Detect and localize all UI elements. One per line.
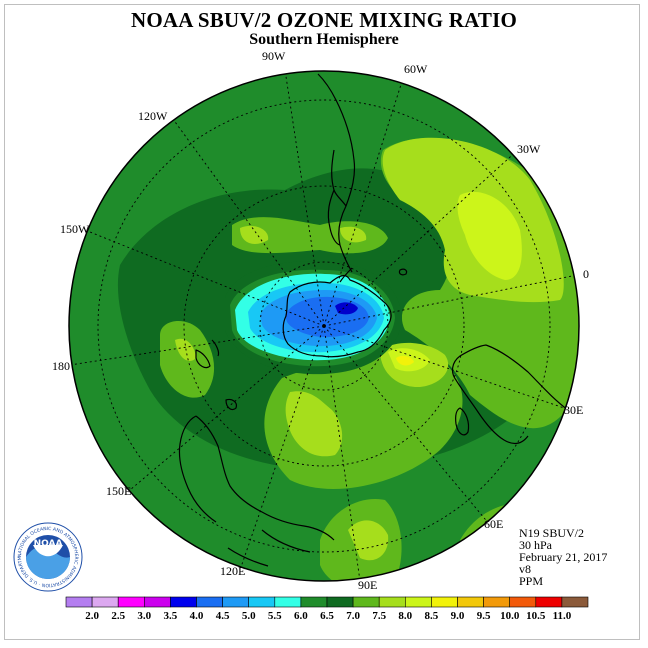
lon-label-60e: 60E xyxy=(484,517,503,531)
south-america-west-coastline xyxy=(327,189,341,246)
lon-label-150e: 150E xyxy=(106,484,131,498)
version-label: v8 xyxy=(519,562,531,576)
lon-label-0: 0 xyxy=(583,267,589,281)
meridian-90w xyxy=(284,71,325,327)
map-title: NOAA SBUV/2 OZONE MIXING RATIO xyxy=(131,8,517,32)
africa-coastline xyxy=(451,344,569,445)
meridian-30e xyxy=(323,325,571,411)
lon-label-120w: 120W xyxy=(138,109,168,123)
lon-label-90w: 90W xyxy=(262,49,286,63)
map-subtitle: Southern Hemisphere xyxy=(249,31,399,48)
map-boundary xyxy=(68,70,580,582)
new-zealand-coastline xyxy=(195,339,220,369)
madagascar-coastline xyxy=(455,407,470,436)
south-georgia-coastline xyxy=(398,268,408,276)
coastlines xyxy=(178,73,569,567)
date-label: February 21, 2017 xyxy=(519,550,608,564)
field-band-7.5-center xyxy=(285,391,343,457)
lon-label-150w: 150W xyxy=(60,222,90,236)
field-band-3.5 xyxy=(335,302,358,315)
meridian-60e xyxy=(323,325,491,526)
indonesia-coastline xyxy=(227,529,311,567)
field-band-7.5-left xyxy=(175,338,196,361)
meridian-30w xyxy=(323,147,521,327)
lon-label-90e: 90E xyxy=(358,578,377,592)
tasmania-coastline xyxy=(225,398,237,411)
meridian-150e xyxy=(129,325,325,491)
units-label: PPM xyxy=(519,574,544,588)
lon-label-120e: 120E xyxy=(220,564,245,578)
longitude-labels: 90W 60W 30W 0 30E 60E 90E 120E 150E 180 … xyxy=(52,49,589,592)
field-band-8.0-right xyxy=(457,191,522,280)
lon-label-60w: 60W xyxy=(404,62,428,76)
lon-label-180: 180 xyxy=(52,359,70,373)
antarctica-coastline xyxy=(282,274,392,358)
pressure-level-label: 30 hPa xyxy=(519,538,552,552)
meridian-0 xyxy=(323,273,579,327)
lon-label-30e: 30E xyxy=(564,403,583,417)
satellite-label: N19 SBUV/2 xyxy=(519,526,585,540)
meridian-120e xyxy=(239,325,325,571)
field-band-7.5-bottom xyxy=(348,520,389,561)
australia-coastline xyxy=(178,415,335,541)
meridian-120w xyxy=(169,114,325,327)
meridian-150w xyxy=(79,227,325,327)
field-band-7.0-center xyxy=(264,353,463,489)
lon-label-30w: 30W xyxy=(517,142,541,156)
field-band-8.5-mid xyxy=(396,355,414,366)
ozone-field xyxy=(69,71,579,581)
latitude-circle-equator xyxy=(97,99,551,553)
figure-frame xyxy=(4,4,640,640)
latitude-circle-30s xyxy=(183,185,465,467)
